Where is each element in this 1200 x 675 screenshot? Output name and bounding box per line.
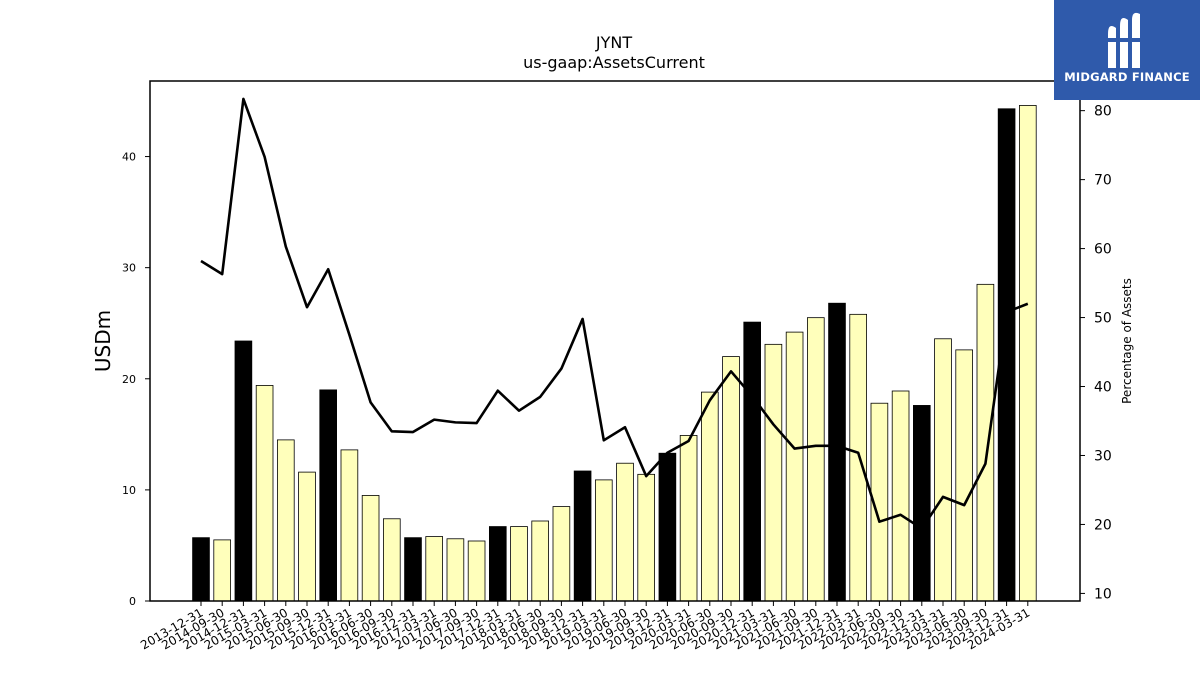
bar-2019-09-30 <box>637 473 655 602</box>
bar-2021-09-30 <box>807 317 825 602</box>
bar-2018-09-30 <box>552 506 571 602</box>
bar-2020-09-30 <box>722 356 740 602</box>
midgard-finance-logo-icon <box>1108 12 1140 68</box>
bar-2019-06-30 <box>616 462 634 602</box>
logo: MIDGARD FINANCE <box>1054 0 1200 100</box>
bar-2019-12-31 <box>658 452 677 602</box>
y2-axis-label: Percentage of Assets <box>1120 278 1134 404</box>
bar-2016-06-30 <box>361 495 380 602</box>
y2-tick-label: 60 <box>1094 242 1112 258</box>
y-tick-label: 0 <box>129 595 136 608</box>
bar-2014-12-31 <box>234 340 253 602</box>
bar-2016-09-30 <box>382 518 401 602</box>
bar-2021-03-31 <box>764 343 783 602</box>
bar-2016-12-31 <box>404 537 422 602</box>
bar-2021-06-30 <box>785 331 804 602</box>
bar-2016-03-31 <box>340 449 359 602</box>
plot-frame <box>149 80 1081 602</box>
y2-tick-label: 40 <box>1094 380 1112 396</box>
percentage-of-assets-line <box>200 97 1029 530</box>
y2-tick-label: 80 <box>1094 104 1112 120</box>
chart-title: JYNT <box>595 33 632 52</box>
y-tick-label: 20 <box>122 373 136 386</box>
bar-2017-12-31 <box>488 526 507 602</box>
y2-tick-label: 10 <box>1094 586 1112 602</box>
bar-2014-09-30 <box>213 539 232 602</box>
right-axis-ticks: 10 20 30 40 50 60 70 80 <box>1080 104 1112 602</box>
y2-tick-label: 20 <box>1094 517 1112 533</box>
logo-text: MIDGARD FINANCE <box>1064 70 1190 84</box>
bar-2015-03-31 <box>255 385 274 602</box>
bar-2020-06-30 <box>701 391 719 602</box>
bar-2018-03-31 <box>510 526 528 602</box>
bar-2023-06-30 <box>955 349 973 602</box>
y2-tick-label: 70 <box>1094 173 1112 189</box>
bar-2015-09-30 <box>298 471 316 602</box>
bar-2015-06-30 <box>276 439 295 602</box>
bar-2021-12-31 <box>828 302 846 602</box>
y-tick-label: 10 <box>122 484 136 497</box>
y-axis-label: USDm <box>91 310 115 372</box>
bar-2022-09-30 <box>891 390 910 602</box>
bar-2013-12-31 <box>192 537 210 602</box>
bar-2019-03-31 <box>595 479 613 602</box>
bar-2017-06-30 <box>446 538 465 602</box>
bar-2022-12-31 <box>913 405 931 602</box>
bar-2020-03-31 <box>679 435 698 602</box>
y2-tick-label: 30 <box>1094 448 1112 464</box>
chart-subtitle: us-gaap:AssetsCurrent <box>523 53 705 72</box>
bar-2020-12-31 <box>743 321 761 602</box>
left-axis-ticks: 0 10 20 30 40 <box>122 151 150 608</box>
y2-tick-label: 50 <box>1094 311 1112 327</box>
x-axis-ticks: 2013-12-312014-09-302014-12-312015-03-31… <box>138 601 1032 652</box>
bar-2023-03-31 <box>934 338 952 602</box>
bar-2018-06-30 <box>531 520 549 602</box>
bar-2018-12-31 <box>573 470 592 602</box>
bar-2024-03-31 <box>1019 105 1037 602</box>
bar-series <box>192 105 1037 602</box>
y-tick-label: 30 <box>122 262 136 275</box>
line-series <box>200 97 1029 530</box>
bar-2022-03-31 <box>849 313 867 602</box>
bar-2017-09-30 <box>467 540 486 602</box>
y-tick-label: 40 <box>122 151 136 164</box>
bar-2023-09-30 <box>976 283 995 602</box>
bar-2015-12-31 <box>319 389 337 602</box>
bar-2017-03-31 <box>425 536 443 602</box>
